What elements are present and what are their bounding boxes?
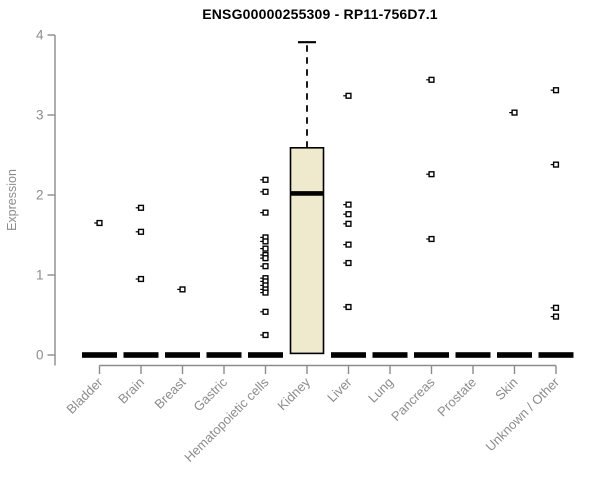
zero-median-bar [497,352,532,358]
outlier-point [262,263,269,270]
zero-median-bar [123,352,159,358]
outlier-point [345,303,352,311]
outlier-point [262,289,269,296]
x-axis-category-label: Unknown / Other [483,374,563,454]
y-axis-tick-label: 0 [36,348,44,363]
outlier-point [345,259,352,267]
category-bladder: Bladder [63,219,117,417]
outlier-point [96,219,103,227]
category-lung: Lung [365,352,408,406]
x-axis-category-label: Breast [151,374,188,411]
x-axis-category-label: Kidney [274,374,313,413]
x-axis-category-label: Gastric [190,374,230,414]
outlier-point [552,313,560,320]
outlier-point [262,209,269,216]
zero-median-bar [248,352,283,358]
zero-median-bar [82,352,117,358]
plot-area: 0 1 2 3 4 Bladder Brain Breast GastricHematopoie… [36,28,574,465]
x-axis-category-label: Liver [324,374,355,405]
category-liver: Liver [324,92,366,405]
outlier-point [552,87,560,94]
category-prostate: Prostate [434,352,491,420]
outlier-point [552,304,560,311]
outlier-point [345,241,352,248]
outlier-point [262,331,269,339]
outlier-point [137,228,145,235]
outlier-point [137,275,145,283]
zero-median-bar [455,352,491,358]
y-axis-tick-label: 3 [36,108,44,123]
zero-median-bar [331,352,366,358]
zero-median-bar [206,352,242,358]
x-axis-category-label: Skin [492,375,520,403]
zero-median-bar [538,352,574,358]
outlier-point [179,286,186,293]
y-axis-title: Expression [5,169,19,231]
x-axis-category-label: Bladder [63,374,106,417]
outlier-point [262,245,269,252]
outlier-point [137,204,145,211]
outlier-point [262,308,269,315]
outlier-point [345,211,352,218]
y-axis-tick-label: 2 [36,188,44,203]
outlier-point [428,76,435,83]
outlier-point [345,220,352,227]
x-axis-category-label: Brain [115,375,147,407]
outlier-point [428,235,435,243]
x-axis-category-label: Pancreas [388,374,438,424]
outlier-point [262,238,269,245]
outlier-point [552,161,560,168]
x-axis-category-label: Prostate [434,375,479,420]
zero-median-bar [165,352,200,358]
category-skin: Skin [492,109,532,403]
category-unknown-other: Unknown / Other [483,87,574,454]
outlier-point [262,255,269,262]
zero-median-bar [414,352,449,358]
y-axis-tick-label: 1 [36,268,44,283]
y-axis-tick-label: 4 [36,28,44,43]
category-breast: Breast [151,286,200,412]
outlier-point [511,109,518,116]
x-axis-category-label: Lung [365,375,396,406]
outlier-point [428,171,435,178]
outlier-point [262,188,269,195]
category-pancreas: Pancreas [388,76,449,424]
category-kidney: Kidney [274,41,325,413]
outlier-point [262,176,269,183]
box [289,147,325,355]
chart-title: ENSG00000255309 - RP11-756D7.1 [202,6,438,22]
category-brain: Brain [115,204,159,407]
zero-median-bar [372,352,408,358]
category-hematopoietic-cells: Hematopoietic cells [181,176,283,465]
outlier-point [345,201,352,208]
outlier-point [345,92,352,99]
